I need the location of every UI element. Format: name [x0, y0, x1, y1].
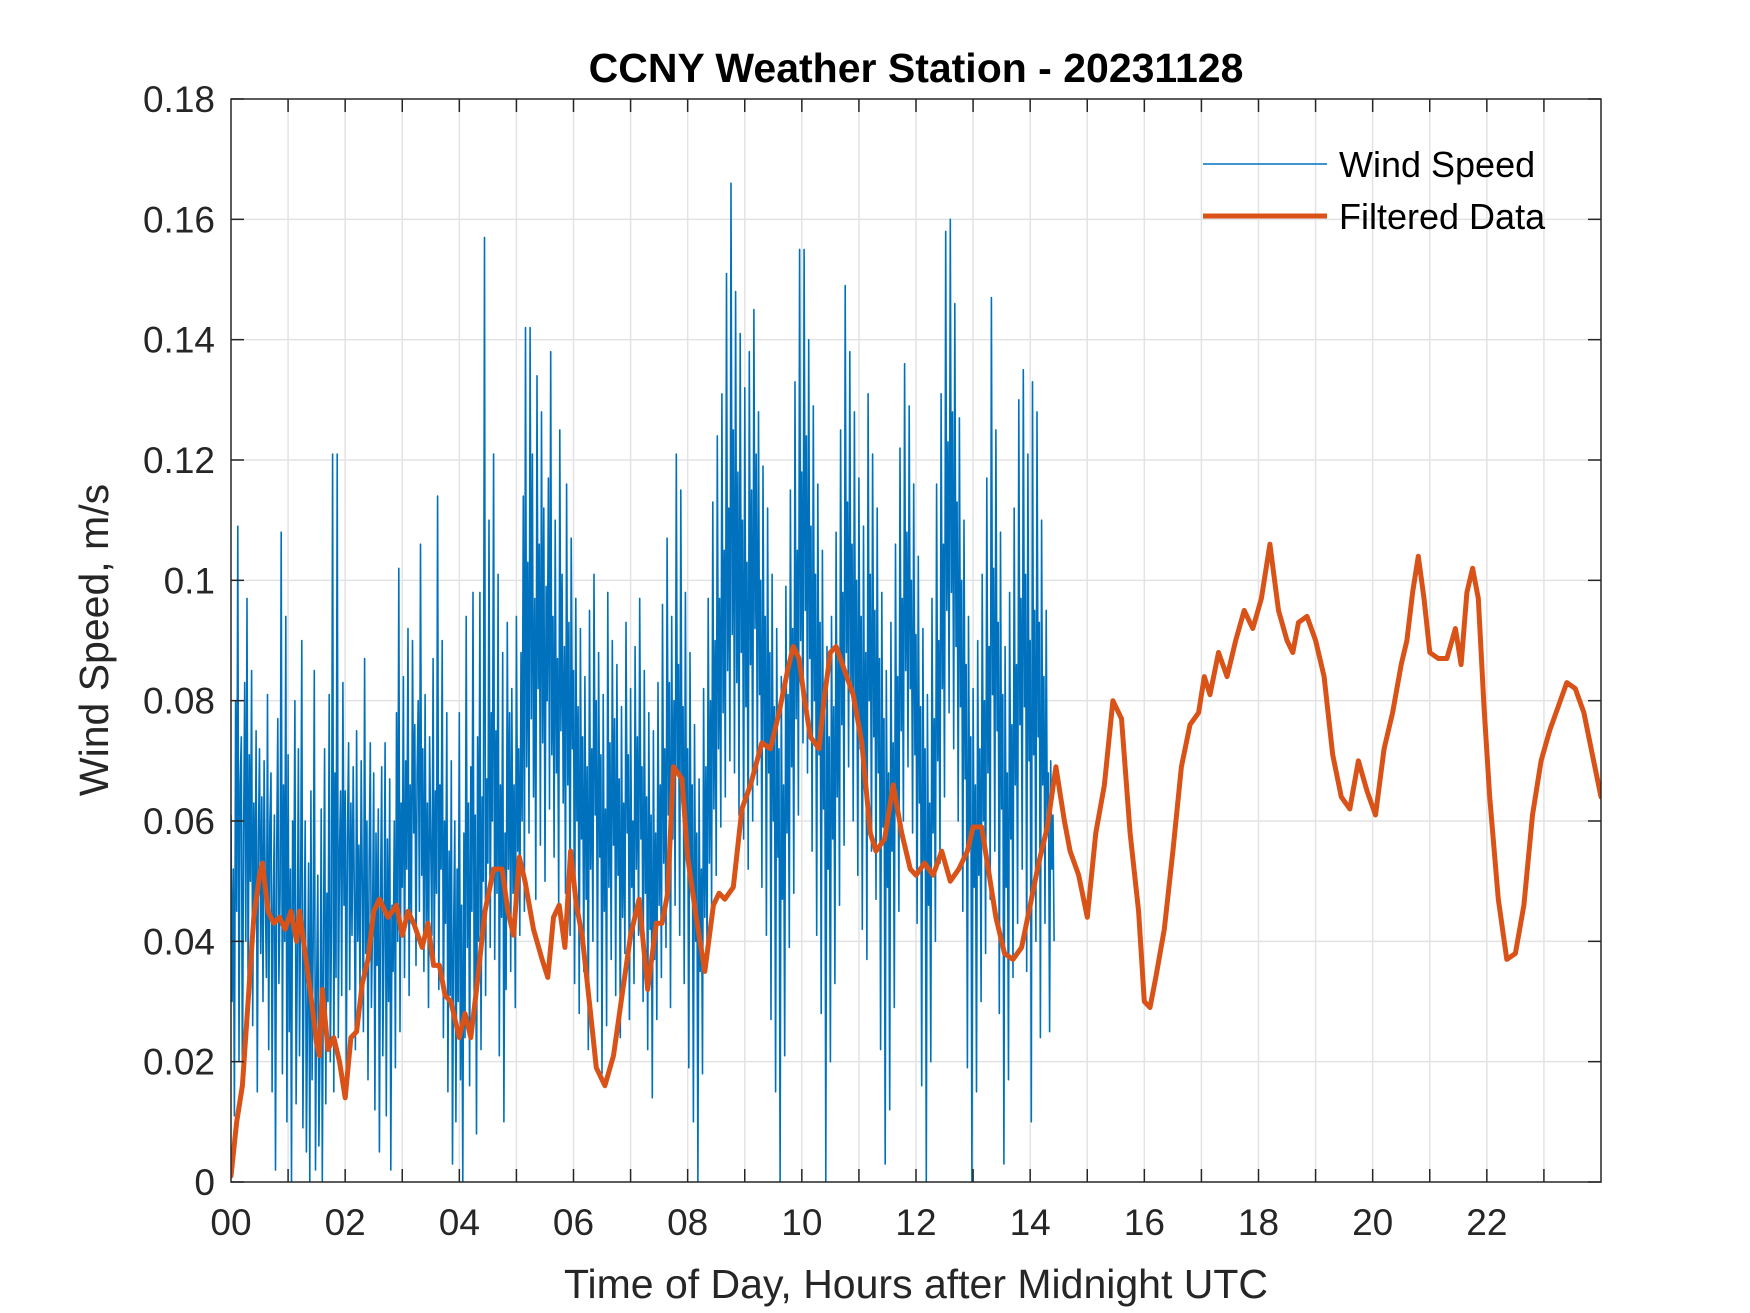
y-tick-label: 0 — [194, 1162, 215, 1203]
axis-ticks — [231, 98, 1601, 1183]
y-axis-label: Wind Speed, m/s — [71, 484, 117, 796]
y-tick-label: 0.12 — [143, 440, 215, 481]
x-tick-label: 10 — [781, 1202, 822, 1243]
y-tick-label: 0.14 — [143, 320, 215, 361]
y-tick-label: 0.04 — [143, 921, 215, 962]
y-tick-label: 0.08 — [143, 681, 215, 722]
x-tick-label: 00 — [210, 1202, 251, 1243]
legend-filtered-data-label: Filtered Data — [1339, 196, 1546, 237]
x-tick-label: 06 — [553, 1202, 594, 1243]
x-tick-label: 12 — [895, 1202, 936, 1243]
y-tick-label: 0.16 — [143, 199, 215, 240]
x-tick-label: 16 — [1124, 1202, 1165, 1243]
legend: Wind Speed Filtered Data — [1203, 144, 1546, 237]
x-tick-label: 22 — [1466, 1202, 1507, 1243]
x-tick-label: 14 — [1010, 1202, 1051, 1243]
x-tick-label: 04 — [439, 1202, 480, 1243]
y-tick-labels: 0 0.02 0.04 0.06 0.08 0.1 0.12 0.14 0.16 0.18 — [143, 79, 215, 1203]
x-tick-label: 20 — [1352, 1202, 1393, 1243]
y-tick-label: 0.06 — [143, 801, 215, 842]
x-tick-labels: 00 02 04 06 08 10 12 14 16 18 20 22 — [210, 1202, 1507, 1243]
y-tick-label: 0.02 — [143, 1042, 215, 1083]
x-tick-label: 08 — [667, 1202, 708, 1243]
series-filtered-data-line — [231, 541, 1601, 1179]
y-tick-label: 0.18 — [143, 79, 215, 120]
y-tick-label: 0.1 — [164, 560, 215, 601]
x-axis-label: Time of Day, Hours after Midnight UTC — [564, 1261, 1268, 1307]
chart-title: CCNY Weather Station - 20231128 — [589, 45, 1244, 91]
x-tick-label: 18 — [1238, 1202, 1279, 1243]
legend-wind-speed-label: Wind Speed — [1339, 144, 1535, 185]
x-tick-label: 02 — [325, 1202, 366, 1243]
